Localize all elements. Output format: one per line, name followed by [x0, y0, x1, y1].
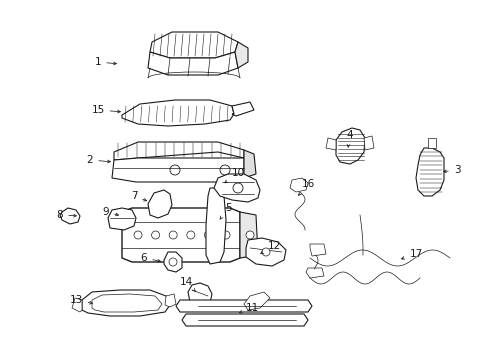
- Polygon shape: [82, 290, 170, 316]
- Text: 14: 14: [179, 277, 196, 292]
- Polygon shape: [214, 174, 260, 202]
- Polygon shape: [92, 294, 162, 312]
- Polygon shape: [246, 238, 286, 266]
- Polygon shape: [310, 244, 326, 256]
- Text: 4: 4: [347, 130, 353, 147]
- Polygon shape: [336, 128, 365, 164]
- Text: 11: 11: [240, 303, 259, 313]
- Polygon shape: [150, 32, 238, 58]
- Polygon shape: [122, 208, 240, 262]
- Text: 12: 12: [261, 241, 281, 253]
- Text: 7: 7: [131, 191, 147, 201]
- Circle shape: [169, 231, 177, 239]
- Polygon shape: [108, 208, 136, 230]
- Circle shape: [151, 231, 160, 239]
- Polygon shape: [428, 138, 436, 148]
- Text: 16: 16: [298, 179, 315, 195]
- Text: 5: 5: [220, 203, 231, 219]
- Polygon shape: [364, 136, 374, 150]
- Text: 6: 6: [141, 253, 160, 263]
- Circle shape: [233, 183, 243, 193]
- Polygon shape: [244, 292, 270, 310]
- Circle shape: [222, 231, 230, 239]
- Polygon shape: [232, 102, 254, 116]
- Polygon shape: [148, 52, 238, 75]
- Text: 8: 8: [57, 210, 76, 220]
- Circle shape: [169, 258, 177, 266]
- Polygon shape: [326, 138, 336, 150]
- Polygon shape: [165, 294, 176, 307]
- Text: 3: 3: [443, 165, 460, 175]
- Circle shape: [246, 231, 254, 239]
- Polygon shape: [235, 42, 248, 68]
- Text: 15: 15: [91, 105, 121, 115]
- Polygon shape: [416, 148, 444, 196]
- Text: 9: 9: [103, 207, 119, 217]
- Polygon shape: [240, 212, 258, 258]
- Polygon shape: [188, 283, 212, 306]
- Text: 13: 13: [70, 295, 93, 305]
- Circle shape: [204, 231, 212, 239]
- Polygon shape: [164, 252, 182, 272]
- Polygon shape: [306, 268, 324, 278]
- Circle shape: [187, 231, 195, 239]
- Polygon shape: [244, 150, 256, 178]
- Text: 17: 17: [401, 249, 423, 259]
- Circle shape: [262, 248, 270, 256]
- Circle shape: [170, 165, 180, 175]
- Polygon shape: [114, 142, 244, 160]
- Circle shape: [220, 165, 230, 175]
- Polygon shape: [206, 188, 226, 264]
- Text: 2: 2: [87, 155, 110, 165]
- Text: 1: 1: [95, 57, 117, 67]
- Polygon shape: [290, 178, 308, 192]
- Polygon shape: [148, 190, 172, 218]
- Text: 10: 10: [225, 168, 245, 183]
- Polygon shape: [122, 100, 234, 126]
- Circle shape: [134, 231, 142, 239]
- Polygon shape: [182, 314, 308, 326]
- Polygon shape: [72, 298, 82, 312]
- Polygon shape: [60, 208, 80, 224]
- Polygon shape: [112, 158, 244, 182]
- Polygon shape: [176, 300, 312, 312]
